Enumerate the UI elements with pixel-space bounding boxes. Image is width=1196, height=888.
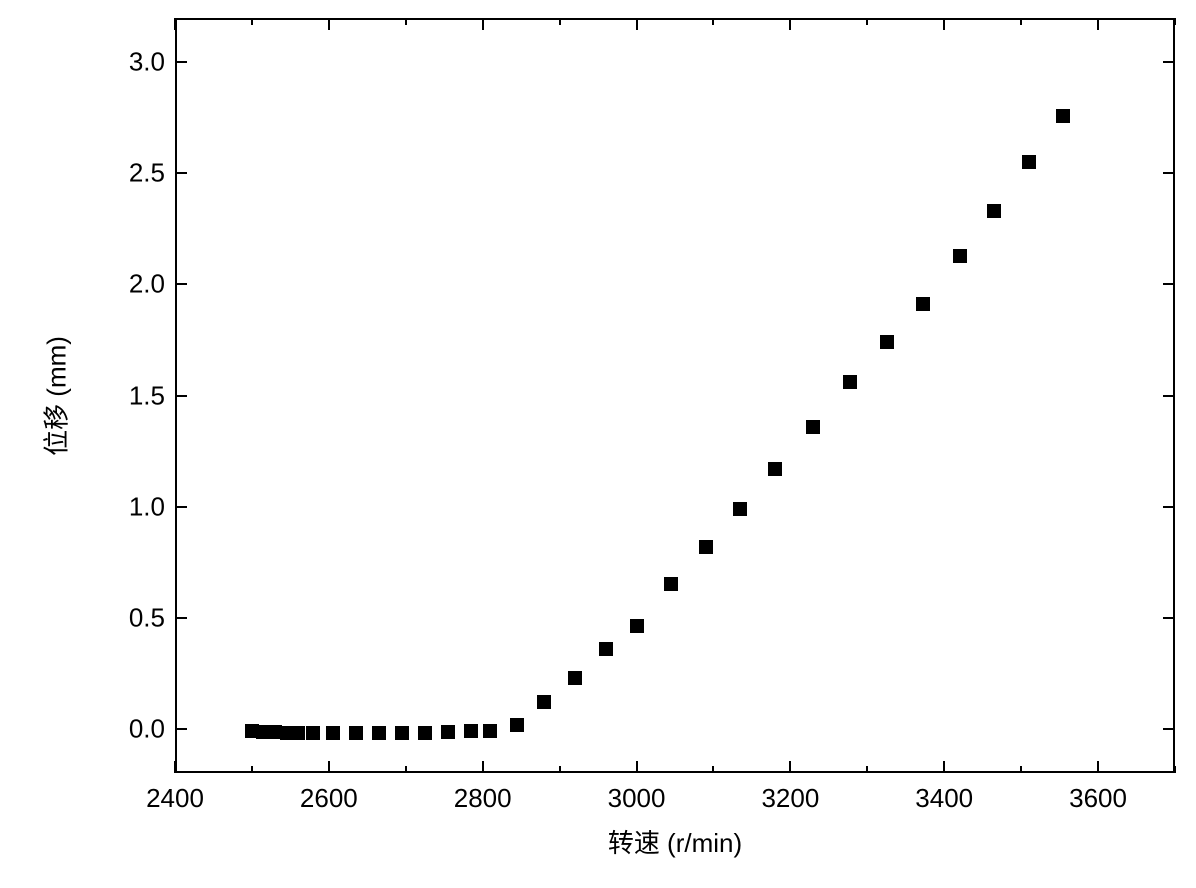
x-tick-label: 3600 — [1069, 783, 1127, 814]
x-tick-label: 3200 — [761, 783, 819, 814]
data-point — [306, 726, 320, 740]
x-minor-tick — [559, 766, 561, 773]
y-tick-label: 3.0 — [120, 47, 165, 78]
data-point — [464, 724, 478, 738]
x-axis-label: 转速 (r/min) — [608, 823, 742, 860]
x-minor-tick — [251, 766, 253, 773]
x-major-tick — [482, 761, 484, 773]
x-major-tick-top — [943, 18, 945, 30]
data-point — [843, 375, 857, 389]
x-major-tick-top — [636, 18, 638, 30]
x-minor-tick — [405, 766, 407, 773]
x-tick-label: 3400 — [915, 783, 973, 814]
x-tick-label: 3000 — [608, 783, 666, 814]
x-minor-tick-top — [712, 18, 714, 25]
y-major-tick-right — [1163, 395, 1175, 397]
x-tick-label: 2400 — [146, 783, 204, 814]
y-major-tick — [175, 506, 187, 508]
y-major-tick-right — [1163, 172, 1175, 174]
y-tick-label: 0.5 — [120, 602, 165, 633]
x-minor-tick — [866, 766, 868, 773]
data-point — [372, 726, 386, 740]
x-major-tick — [636, 761, 638, 773]
data-point — [349, 726, 363, 740]
data-point — [1056, 109, 1070, 123]
data-point — [987, 204, 1001, 218]
x-major-tick — [174, 761, 176, 773]
y-major-tick — [175, 728, 187, 730]
data-point — [418, 726, 432, 740]
chart-container: 2400 2600 2800 3000 3200 3400 3600 0.0 0.5 1.0 1.5… — [0, 0, 1196, 888]
x-major-tick-top — [328, 18, 330, 30]
y-major-tick — [175, 61, 187, 63]
x-major-tick — [328, 761, 330, 773]
y-major-tick-right — [1163, 506, 1175, 508]
data-point — [599, 642, 613, 656]
x-minor-tick — [712, 766, 714, 773]
x-major-tick — [1097, 761, 1099, 773]
x-minor-tick-top — [251, 18, 253, 25]
data-point — [326, 726, 340, 740]
x-major-tick-top — [174, 18, 176, 30]
y-major-tick — [175, 172, 187, 174]
y-tick-label: 1.5 — [120, 380, 165, 411]
y-tick-label: 2.5 — [120, 158, 165, 189]
data-point — [441, 725, 455, 739]
data-point — [483, 724, 497, 738]
data-point — [699, 540, 713, 554]
data-point — [510, 718, 524, 732]
y-axis-label: 位移 (mm) — [37, 336, 74, 456]
x-major-tick — [789, 761, 791, 773]
x-major-tick-top — [482, 18, 484, 30]
y-tick-label: 0.0 — [120, 713, 165, 744]
y-major-tick-right — [1163, 728, 1175, 730]
x-tick-label: 2600 — [300, 783, 358, 814]
x-minor-tick-top — [405, 18, 407, 25]
data-point — [537, 695, 551, 709]
data-point — [664, 577, 678, 591]
y-major-tick — [175, 617, 187, 619]
data-point — [291, 726, 305, 740]
y-tick-label: 1.0 — [120, 491, 165, 522]
plot-area — [175, 18, 1175, 773]
x-minor-tick-top — [559, 18, 561, 25]
x-minor-tick-top — [1020, 18, 1022, 25]
y-major-tick — [175, 283, 187, 285]
data-point — [880, 335, 894, 349]
x-tick-label: 2800 — [454, 783, 512, 814]
x-major-tick-top — [1097, 18, 1099, 30]
data-point — [395, 726, 409, 740]
data-point — [953, 249, 967, 263]
x-major-tick-top — [789, 18, 791, 30]
y-tick-label: 2.0 — [120, 269, 165, 300]
data-point — [806, 420, 820, 434]
y-major-tick-right — [1163, 617, 1175, 619]
data-point — [733, 502, 747, 516]
y-major-tick-right — [1163, 283, 1175, 285]
data-point — [916, 297, 930, 311]
y-major-tick-right — [1163, 61, 1175, 63]
x-major-tick — [943, 761, 945, 773]
y-major-tick — [175, 395, 187, 397]
x-minor-tick-top — [1174, 18, 1176, 25]
data-point — [1022, 155, 1036, 169]
data-point — [768, 462, 782, 476]
data-point — [630, 619, 644, 633]
x-minor-tick-top — [866, 18, 868, 25]
x-minor-tick — [1174, 766, 1176, 773]
x-minor-tick — [1020, 766, 1022, 773]
data-point — [568, 671, 582, 685]
